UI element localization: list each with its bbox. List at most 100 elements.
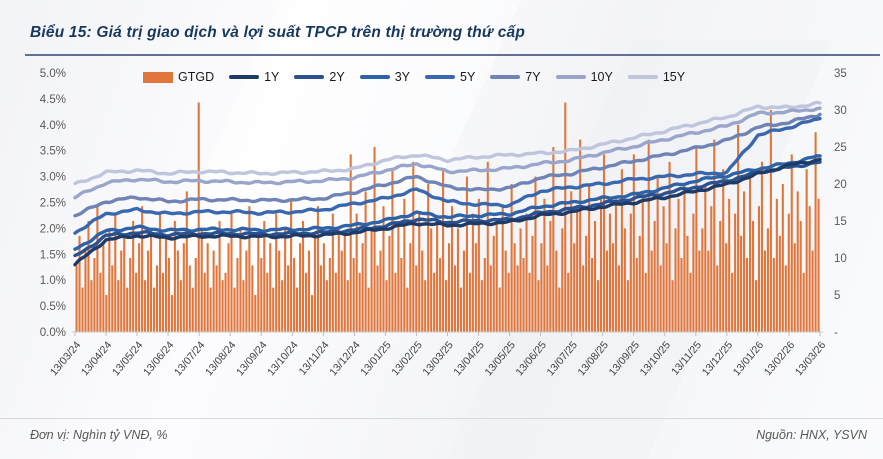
gtgd-bar <box>743 191 746 332</box>
gtgd-bar <box>531 235 534 332</box>
gtgd-bar <box>754 280 758 332</box>
left-axis-label: 1.0% <box>40 275 66 287</box>
left-axis-label: 4.5% <box>40 94 66 106</box>
legend-item-15y: 15Y <box>627 70 685 84</box>
gtgd-bar <box>203 272 206 332</box>
right-axis-label: 20 <box>834 179 847 191</box>
x-axis-label: 13/12/24 <box>327 339 363 378</box>
gtgd-bar <box>120 250 123 332</box>
gtgd-bar <box>686 235 689 332</box>
gtgd-bar <box>269 243 272 332</box>
x-axis-label: 13/01/26 <box>731 339 767 378</box>
gtgd-bar <box>394 272 397 332</box>
gtgd-bar <box>796 191 799 332</box>
gtgd-bar <box>588 184 591 332</box>
gtgd-bar <box>546 265 549 332</box>
gtgd-bar <box>188 265 191 332</box>
gtgd-bar <box>310 295 314 332</box>
x-axis-label: 13/11/24 <box>297 339 332 378</box>
gtgd-bar <box>597 280 600 332</box>
legend-swatch-gtgd-bar-icon <box>143 71 173 83</box>
gtgd-bar <box>81 287 84 332</box>
gtgd-bar <box>474 243 477 332</box>
gtgd-bar <box>179 280 182 332</box>
gtgd-bar <box>683 184 686 332</box>
gtgd-bar <box>638 235 641 332</box>
gtgd-bar <box>728 198 731 332</box>
x-axis-label: 13/09/24 <box>234 339 270 378</box>
gtgd-bar <box>537 280 540 332</box>
legend-item-7y: 7Y <box>490 70 541 84</box>
gtgd-bar <box>516 265 519 332</box>
gtgd-bar <box>385 280 388 332</box>
gtgd-bar <box>346 280 349 332</box>
source-note: Nguồn: HNX, YSVN <box>756 428 867 442</box>
gtgd-bar <box>632 154 635 332</box>
gtgd-bar <box>626 280 629 332</box>
gtgd-bar <box>144 280 147 332</box>
gtgd-bar <box>248 206 251 332</box>
gtgd-bar <box>96 206 99 332</box>
gtgd-bar <box>141 206 144 332</box>
gtgd-bar <box>608 213 612 332</box>
gtgd-bar <box>760 161 763 332</box>
gtgd-bar <box>513 243 516 332</box>
gtgd-bar <box>388 235 391 332</box>
gtgd-bar <box>814 132 817 332</box>
gtgd-bar <box>787 213 790 332</box>
gtgd-bar <box>105 295 108 332</box>
gtgd-bar <box>182 243 185 332</box>
gtgd-bar <box>287 265 290 332</box>
gtgd-bar <box>811 250 814 332</box>
gtgd-bar <box>102 243 105 332</box>
gtgd-bar <box>689 272 692 332</box>
gtgd-bar <box>746 258 749 332</box>
gtgd-bar <box>132 221 135 332</box>
x-axis-label: 13/09/25 <box>607 339 643 378</box>
legend-label-1y: 1Y <box>264 70 280 84</box>
gtgd-bar <box>126 287 129 332</box>
x-axis-label: 13/04/24 <box>79 339 115 378</box>
gtgd-bar <box>239 228 242 332</box>
gtgd-bar <box>456 228 460 332</box>
legend-label-2y: 2Y <box>329 70 345 84</box>
right-axis-label: 30 <box>834 105 847 117</box>
gtgd-bar <box>704 184 707 332</box>
gtgd-bar <box>173 221 176 332</box>
gtgd-bar <box>406 287 409 332</box>
gtgd-bar <box>343 235 346 332</box>
gtgd-bar <box>227 243 230 332</box>
gtgd-bar <box>221 280 224 332</box>
gtgd-bar <box>734 213 737 332</box>
chart-title: Biểu 15: Giá trị giao dịch và lợi suất T… <box>30 24 526 41</box>
gtgd-bar <box>737 124 740 332</box>
gtgd-bar <box>680 258 683 332</box>
gtgd-bar <box>576 206 579 332</box>
gtgd-bar <box>561 228 564 332</box>
gtgd-bar <box>653 221 656 332</box>
gtgd-bar <box>150 228 153 332</box>
gtgd-bar <box>751 221 755 332</box>
gtgd-bar <box>620 169 623 332</box>
gtgd-bar <box>436 221 439 332</box>
gtgd-bar <box>409 243 412 332</box>
gtgd-bar <box>176 250 179 332</box>
legend-swatch-10y-line-icon <box>555 75 586 79</box>
x-axis-label: 13/02/25 <box>389 339 425 378</box>
chart-legend: GTGD 1Y 2Y 3Y 5Y 7Y 10Y 15Y <box>143 67 685 87</box>
gtgd-bar <box>698 250 701 332</box>
gtgd-bar <box>781 184 784 332</box>
gtgd-bar <box>328 258 331 332</box>
gtgd-bar <box>215 265 218 332</box>
legend-item-1y: 1Y <box>229 70 279 84</box>
gtgd-bar <box>528 272 531 332</box>
title-underline <box>25 54 880 56</box>
right-axis-label: 5 <box>834 290 840 302</box>
gtgd-bar <box>805 169 808 332</box>
gtgd-bar <box>135 272 138 332</box>
left-axis-label: 0.0% <box>40 327 66 339</box>
gtgd-bar <box>611 243 614 332</box>
gtgd-bar <box>75 265 78 332</box>
gtgd-bar <box>486 161 489 332</box>
